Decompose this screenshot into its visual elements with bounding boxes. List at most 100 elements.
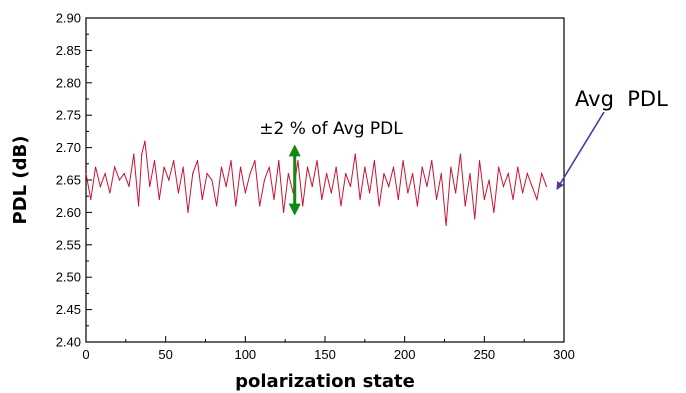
data-point <box>259 205 261 207</box>
data-point <box>182 166 184 168</box>
data-point <box>297 159 299 162</box>
data-point <box>206 172 208 175</box>
data-point <box>230 159 232 162</box>
data-point <box>478 159 481 162</box>
x-tick-label: 250 <box>473 347 495 362</box>
y-tick-label: 2.45 <box>56 302 81 317</box>
data-point <box>435 198 438 201</box>
data-point <box>177 192 180 194</box>
data-point <box>94 166 97 168</box>
x-tick-label: 300 <box>553 347 575 362</box>
data-point <box>373 159 375 162</box>
data-point <box>144 140 146 142</box>
data-point <box>426 185 428 188</box>
data-point <box>392 166 395 168</box>
data-point <box>469 172 471 175</box>
range-annotation-label: ±2 % of Avg PDL <box>259 119 403 139</box>
data-point <box>541 172 543 175</box>
data-point <box>507 172 509 175</box>
data-point <box>196 159 199 162</box>
y-tick-label: 2.60 <box>56 205 81 220</box>
data-point <box>464 205 466 207</box>
data-point <box>354 153 356 155</box>
data-point <box>141 153 143 155</box>
data-point <box>302 205 304 207</box>
data-point <box>421 166 423 168</box>
data-point <box>114 166 116 168</box>
avg-pdl-arrow <box>556 111 605 190</box>
y-axis-ticks: 2.40 2.45 2.50 2.55 2.60 2.65 2.70 2.75 2.80 2.85… <box>56 11 92 350</box>
data-point <box>416 205 419 207</box>
data-point <box>450 166 452 168</box>
data-point <box>149 185 151 188</box>
data-point <box>90 198 92 201</box>
data-point <box>316 159 318 162</box>
data-point <box>273 198 275 201</box>
data-point <box>163 166 165 168</box>
data-point <box>239 166 242 168</box>
y-tick-label: 2.85 <box>56 43 81 58</box>
data-point <box>402 159 404 162</box>
data-point <box>545 185 548 188</box>
data-point <box>330 192 332 194</box>
data-point <box>263 179 266 181</box>
x-tick-label: 50 <box>158 347 172 362</box>
data-point <box>349 185 352 188</box>
data-point <box>502 185 505 188</box>
data-point <box>345 172 347 175</box>
data-point <box>192 172 194 175</box>
y-tick-label: 2.40 <box>56 335 81 350</box>
x-tick-label: 100 <box>234 347 256 362</box>
data-point <box>445 224 447 226</box>
data-point <box>517 166 519 168</box>
data-point <box>397 198 399 201</box>
data-point <box>440 172 442 175</box>
data-point <box>168 179 170 181</box>
data-point <box>278 159 280 162</box>
y-axis-title: PDL (dB) <box>10 136 31 225</box>
data-point <box>536 198 538 201</box>
data-point <box>512 198 514 201</box>
data-point <box>412 172 414 175</box>
data-point <box>211 179 213 181</box>
data-point <box>459 153 462 155</box>
data-point <box>378 205 380 207</box>
data-point <box>340 205 342 207</box>
data-point <box>483 198 485 201</box>
data-point <box>369 192 371 194</box>
data-point <box>104 172 106 175</box>
data-point <box>455 192 457 194</box>
data-point <box>85 172 87 175</box>
data-point <box>137 205 140 207</box>
data-point <box>109 192 111 194</box>
data-point <box>268 166 270 168</box>
data-point <box>364 166 366 168</box>
data-point <box>153 159 156 162</box>
data-point <box>123 172 125 175</box>
y-tick-label: 2.90 <box>56 11 81 26</box>
data-point <box>128 185 130 188</box>
data-point <box>187 211 189 213</box>
x-tick-label: 150 <box>314 347 336 362</box>
y-tick-label: 2.65 <box>56 173 81 188</box>
data-point <box>474 218 476 220</box>
data-point <box>235 205 237 207</box>
data-point <box>287 172 289 175</box>
data-point <box>407 192 409 194</box>
data-point <box>216 205 218 207</box>
data-point <box>359 198 361 201</box>
avg-pdl-annotation-label: Avg PDL <box>575 87 668 111</box>
data-point <box>321 198 323 201</box>
data-points <box>85 140 548 226</box>
data-point <box>498 166 500 168</box>
y-tick-label: 2.55 <box>56 237 81 252</box>
data-point <box>488 179 490 181</box>
y-tick-label: 2.80 <box>56 75 81 90</box>
data-point <box>325 172 328 175</box>
data-point <box>431 159 433 162</box>
data-point <box>306 166 309 168</box>
data-point <box>133 153 135 155</box>
series-line-pdl <box>85 141 547 226</box>
data-point <box>201 198 203 201</box>
